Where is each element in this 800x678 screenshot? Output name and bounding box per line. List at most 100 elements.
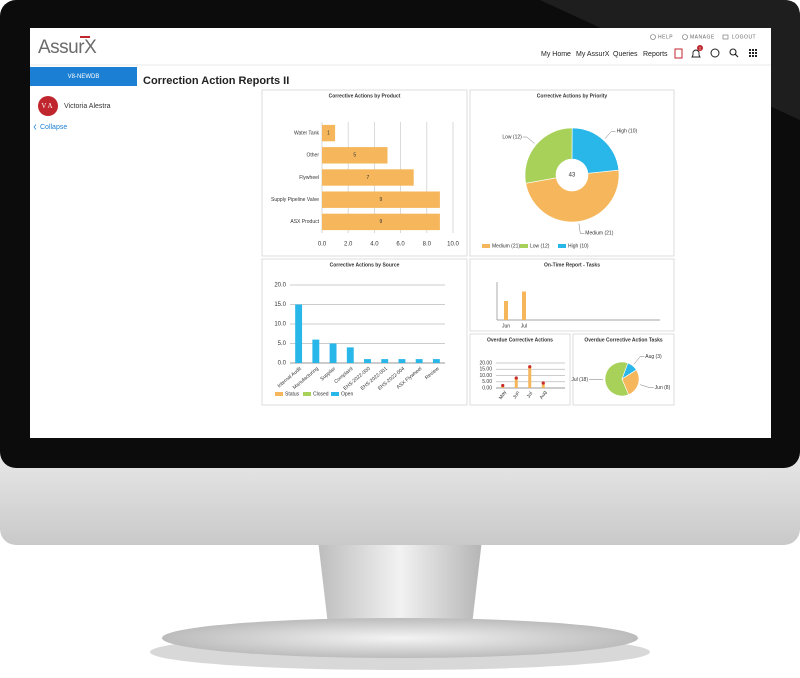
bar — [522, 291, 526, 320]
x-tick-label: Jun — [502, 323, 510, 329]
label-leader — [604, 131, 616, 139]
avatar-initials: VA — [41, 102, 54, 110]
stand-neck — [318, 540, 482, 625]
slice-label: Jul (18) — [571, 377, 588, 383]
y-tick-label: 0.0 — [278, 361, 287, 367]
database-bar[interactable] — [30, 67, 137, 86]
x-tick-label: 6.0 — [396, 242, 405, 248]
y-tick-label: Other — [306, 153, 319, 159]
y-tick-label: Water Tank — [294, 130, 320, 136]
chart-title: Corrective Actions by Source — [330, 262, 400, 268]
data-label: 9 — [380, 219, 383, 225]
data-label: 7 — [366, 175, 369, 181]
label-leader — [578, 223, 585, 234]
chart-title: Overdue Corrective Action Tasks — [584, 337, 663, 343]
bar — [322, 147, 388, 164]
nav-link[interactable]: Queries — [613, 51, 638, 58]
bar — [322, 124, 336, 142]
help-link[interactable]: HELP — [658, 34, 673, 40]
legend-swatch — [482, 244, 490, 248]
legend-label: Status — [285, 391, 300, 397]
label-leader — [522, 136, 535, 144]
legend-swatch — [303, 392, 311, 396]
user-name: Victoria Alestra — [64, 103, 111, 110]
data-label: 1 — [327, 130, 330, 136]
x-tick-label: 0.0 — [318, 242, 327, 248]
slice-label: Medium (21) — [585, 231, 613, 237]
legend-swatch — [558, 244, 566, 248]
bar — [398, 359, 406, 363]
bar — [432, 359, 440, 363]
slice-label: Jun (8) — [655, 385, 671, 391]
x-tick-label: Jul — [526, 391, 534, 400]
chart-title: Overdue Corrective Actions — [487, 337, 553, 343]
slice — [571, 127, 620, 174]
legend-label: Low (12) — [530, 243, 550, 249]
bar — [528, 366, 532, 388]
slice — [524, 127, 573, 184]
page-title: Correction Action Reports II — [143, 75, 289, 87]
bar — [322, 191, 440, 208]
dashboard: Corrective Actions by Product 0.0 2.0 4.0 6.… — [261, 89, 675, 406]
x-tick-label: Jul — [521, 323, 527, 329]
search-handle — [734, 53, 739, 58]
logout-link[interactable]: LOGOUT — [732, 34, 756, 40]
label-leader — [633, 356, 645, 365]
slice — [604, 361, 630, 397]
chart-panel — [469, 89, 675, 257]
data-label: 5 — [353, 153, 356, 159]
history-icon[interactable] — [710, 48, 720, 58]
collapse-chevron — [33, 124, 37, 130]
apps-icon[interactable] — [749, 49, 757, 57]
bar — [504, 301, 508, 320]
x-tick-label: May — [498, 389, 508, 401]
y-tick-label: 0.00 — [482, 385, 492, 391]
y-tick-label: 5.0 — [278, 341, 287, 347]
slice-label: Low (12) — [502, 134, 522, 140]
legend-label: Closed — [313, 391, 329, 397]
x-tick-label: Aug — [539, 390, 549, 401]
slice — [621, 369, 640, 396]
label-leader — [640, 384, 654, 388]
bar — [322, 169, 414, 186]
point-marker — [514, 376, 518, 380]
y-tick-label: 20.0 — [274, 283, 286, 289]
legend-swatch — [520, 244, 528, 248]
avatar[interactable] — [38, 96, 58, 116]
y-tick-label: 15.00 — [479, 367, 492, 373]
report-icon[interactable] — [674, 48, 683, 59]
nav-link[interactable]: Reports — [643, 51, 668, 58]
bar — [381, 359, 389, 363]
bar — [329, 343, 337, 363]
manage-link[interactable]: MANAGE — [690, 34, 715, 40]
slice — [525, 169, 620, 223]
y-tick-label: ASX Product — [290, 219, 319, 225]
point-marker — [501, 383, 505, 388]
logout-icon — [722, 34, 729, 40]
nav-link[interactable]: My AssurX — [576, 51, 610, 58]
y-tick-label: 5.00 — [482, 379, 492, 385]
chart-title: Corrective Actions by Priority — [537, 93, 608, 99]
bar — [346, 347, 354, 363]
bell-icon[interactable] — [691, 49, 701, 58]
x-tick-label: 8.0 — [423, 242, 432, 248]
point-marker — [528, 365, 532, 369]
y-tick-label: 15.0 — [274, 302, 286, 308]
manage-icon — [682, 34, 688, 40]
x-tick-label: 10.0 — [447, 242, 459, 248]
bar — [364, 359, 371, 363]
collapse-link[interactable]: Collapse — [40, 124, 67, 131]
y-tick-label: 10.00 — [479, 373, 492, 379]
slice-label: High (10) — [617, 129, 638, 135]
logo[interactable]: AssurX — [38, 37, 98, 58]
chart-title: Corrective Actions by Product — [329, 93, 401, 99]
x-tick-label: 4.0 — [370, 242, 379, 248]
legend-label: Open — [341, 391, 353, 397]
database-name: V8-NEWDB — [68, 74, 100, 80]
y-tick-label: 20.00 — [479, 360, 492, 366]
search-icon[interactable] — [729, 48, 737, 56]
stand-base — [162, 618, 638, 658]
nav-link[interactable]: My Home — [541, 51, 571, 58]
legend-label: High (10) — [568, 243, 589, 249]
bar — [322, 213, 440, 231]
